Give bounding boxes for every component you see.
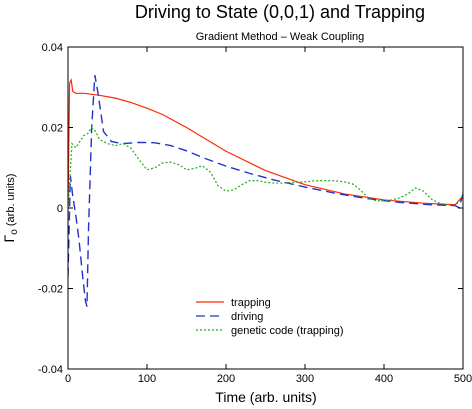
series-line-2	[68, 75, 463, 307]
y-tick-label: 0.02	[42, 123, 63, 135]
series-line-1	[68, 77, 463, 209]
chart-subtitle: Gradient Method – Weak Coupling	[196, 31, 365, 43]
x-tick-label: 500	[454, 373, 472, 385]
y-axis: -0.04 -0.02 0 0.02 0.04	[38, 42, 463, 376]
y-axis-label: Γo (arb. units)	[1, 174, 20, 243]
x-tick-label: 0	[65, 373, 71, 385]
legend-label-3: genetic code (trapping)	[231, 325, 344, 337]
x-tick-label: 400	[375, 373, 393, 385]
chart-title: Driving to State (0,0,1) and Trapping	[135, 2, 425, 22]
x-tick-label: 300	[296, 373, 314, 385]
x-tick-label: 200	[217, 373, 235, 385]
x-axis-label: Time (arb. units)	[215, 389, 316, 405]
legend: trapping driving genetic code (trapping)	[196, 297, 344, 337]
plot-frame	[67, 46, 464, 370]
y-tick-label: -0.02	[38, 284, 63, 296]
y-axis-label-symbol: Γ	[1, 234, 17, 242]
y-tick-label: 0.04	[42, 42, 63, 54]
legend-label-1: trapping	[231, 297, 271, 309]
legend-label-2: driving	[231, 311, 263, 323]
y-axis-label-subscript: o	[9, 229, 20, 235]
y-tick-label: -0.04	[38, 364, 63, 376]
y-axis-label-units: (arb. units)	[5, 174, 17, 230]
y-tick-label: 0	[57, 203, 63, 215]
x-axis: 0 100 200 300 400 500	[65, 47, 472, 385]
x-tick-label: 100	[138, 373, 156, 385]
series-line-3	[68, 126, 463, 209]
plot-area	[68, 75, 463, 307]
